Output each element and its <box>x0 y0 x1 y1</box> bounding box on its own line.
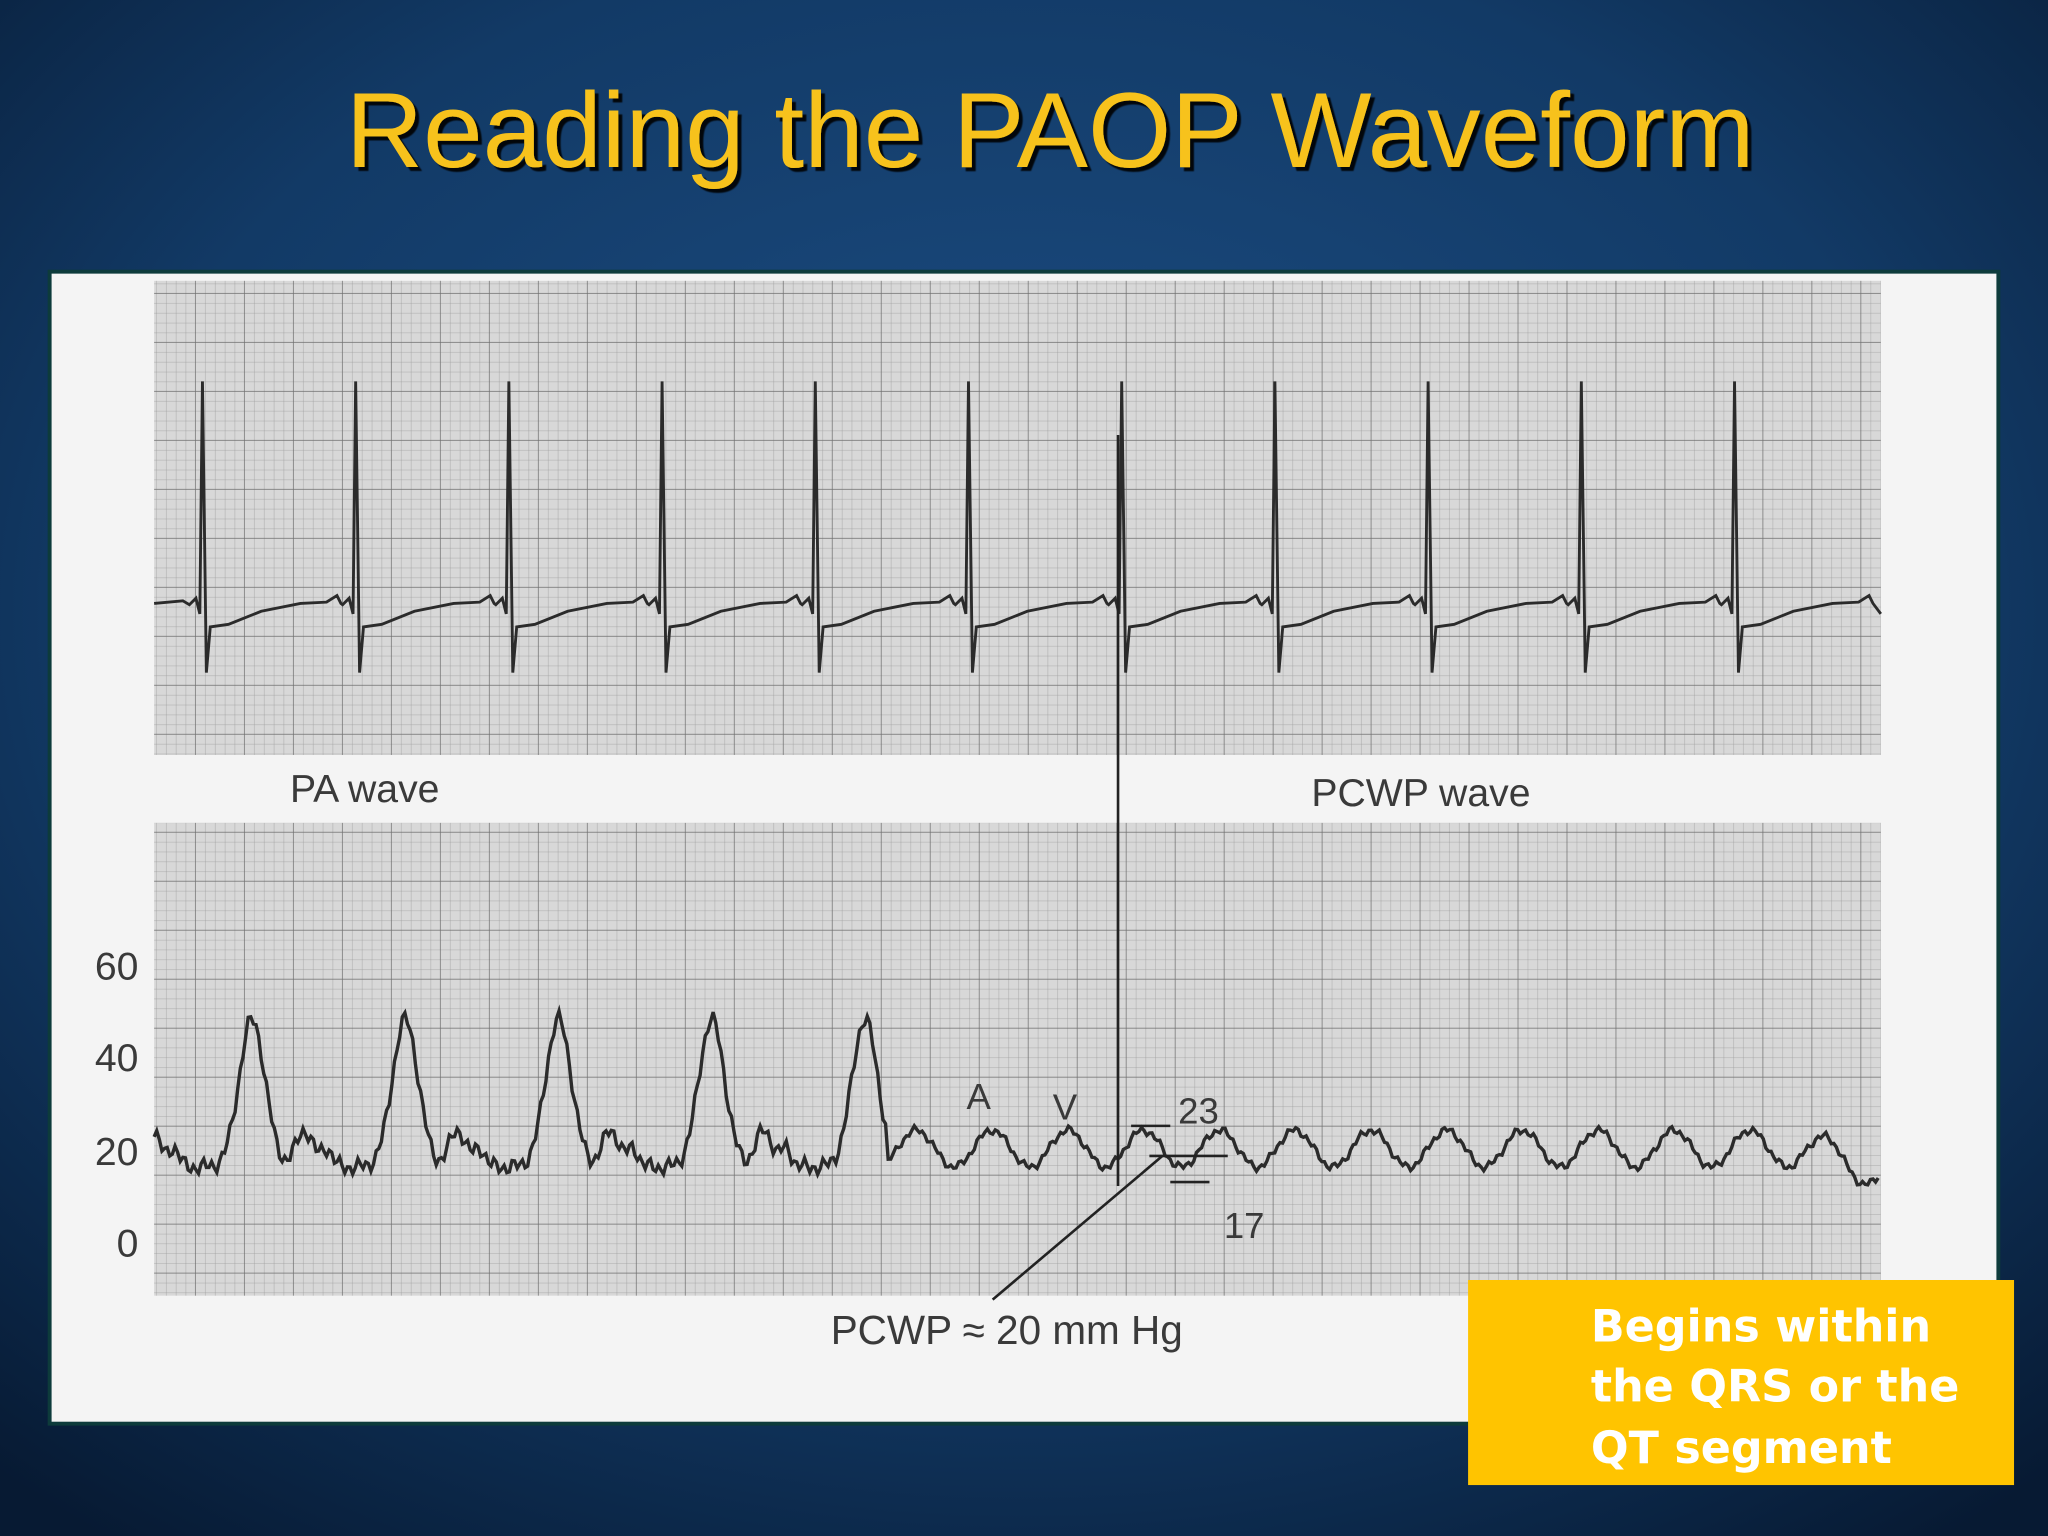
pointer-line <box>991 1154 1164 1301</box>
a-wave-label: A <box>967 1076 992 1117</box>
v-wave-label: V <box>1053 1086 1078 1127</box>
slide-title: Reading the PAOP Waveform <box>346 70 1755 190</box>
scale-label: 40 <box>95 1037 139 1080</box>
low-reading: 17 <box>1224 1205 1265 1246</box>
pressure-trace <box>152 1004 1880 1187</box>
scale-label: 60 <box>95 946 139 989</box>
callout-line: Begins within <box>1591 1301 1931 1352</box>
ecg-trace <box>153 381 1882 673</box>
pcwp-result: PCWP ≈ 20 mm Hg <box>831 1307 1183 1353</box>
callout-line: the QRS or the <box>1591 1361 1960 1412</box>
ecg-grid <box>154 280 1881 755</box>
pressure-grid <box>154 822 1881 1296</box>
pa-wave-label: PA wave <box>290 768 440 811</box>
scale-label: 0 <box>117 1222 139 1265</box>
high-reading: 23 <box>1178 1090 1219 1131</box>
scale-label: 20 <box>95 1131 139 1174</box>
pcwp-wave-label: PCWP wave <box>1311 772 1530 815</box>
callout-box <box>1468 1280 2015 1486</box>
callout-line: QT segment <box>1591 1423 1892 1474</box>
